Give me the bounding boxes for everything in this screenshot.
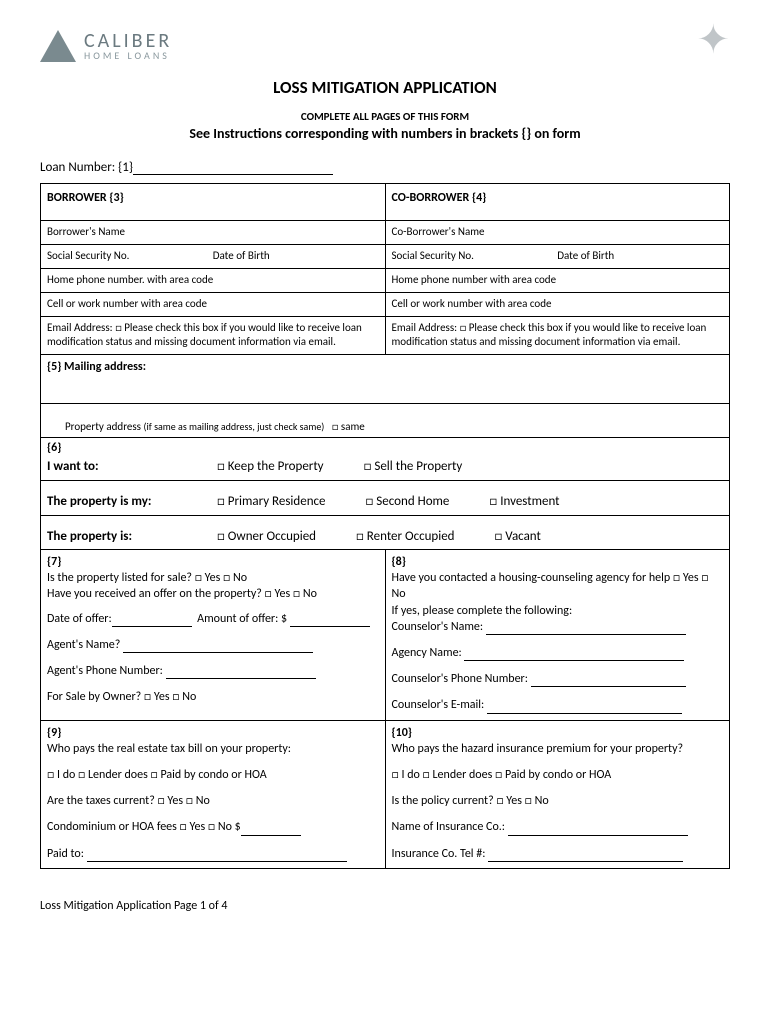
borrower-name-cell[interactable]: Borrower's Name bbox=[41, 221, 386, 245]
borrower-ssn-dob-cell[interactable]: Social Security No. Date of Birth bbox=[41, 245, 386, 269]
property-address-label: Property address (if same as mailing add… bbox=[47, 420, 365, 433]
loan-number-label: Loan Number: {1} bbox=[40, 160, 133, 175]
coborrower-cell-phone-cell[interactable]: Cell or work number with area code bbox=[385, 292, 730, 316]
section-10-num: {10} bbox=[392, 725, 724, 741]
property-my-label: The property is my: bbox=[47, 493, 177, 511]
section-9-num: {9} bbox=[47, 725, 379, 741]
if-yes-label: If yes, please complete the following: bbox=[392, 603, 724, 619]
loan-number-input-line[interactable] bbox=[133, 174, 333, 175]
is-opt-renter[interactable]: □ Renter Occupied bbox=[356, 528, 455, 546]
fsbo-line: For Sale by Owner? □ Yes □ No bbox=[47, 689, 379, 705]
agency-name-label: Agency Name: bbox=[392, 646, 462, 660]
counselor-name-label: Counselor's Name: bbox=[392, 620, 484, 634]
coborrower-email-cell[interactable]: Email Address: □ Please check this box i… bbox=[385, 316, 730, 355]
date-offer-label: Date of offer: bbox=[47, 612, 112, 626]
agent-name-label: Agent's Name? bbox=[47, 638, 120, 652]
is-opt-vacant[interactable]: □ Vacant bbox=[495, 528, 541, 546]
paid-to-label: Paid to: bbox=[47, 847, 84, 861]
form-title: LOSS MITIGATION APPLICATION bbox=[40, 77, 730, 98]
my-opt-investment[interactable]: □ Investment bbox=[489, 493, 559, 511]
q-offer: Have you received an offer on the proper… bbox=[47, 586, 379, 602]
counselor-name-input[interactable] bbox=[486, 623, 686, 635]
form-subtitle-1: COMPLETE ALL PAGES OF THIS FORM bbox=[40, 110, 730, 123]
coborrower-ssn-dob-cell[interactable]: Social Security No. Date of Birth bbox=[385, 245, 730, 269]
logo-sub-text: HOME LOANS bbox=[84, 51, 172, 61]
q-listed: Is the property listed for sale? □ Yes □… bbox=[47, 570, 379, 586]
section-6-my-row[interactable]: The property is my: □ Primary Residence … bbox=[41, 481, 730, 516]
policy-current: Is the policy current? □ Yes □ No bbox=[392, 793, 724, 809]
section-6-num: {6} bbox=[47, 440, 723, 456]
logo-main-text: CALIBER bbox=[84, 31, 172, 51]
taxes-current: Are the taxes current? □ Yes □ No bbox=[47, 793, 379, 809]
page-footer: Loss Mitigation Application Page 1 of 4 bbox=[40, 899, 730, 913]
page-header: CALIBER HOME LOANS ✦ bbox=[40, 30, 730, 62]
section-8-num: {8} bbox=[392, 554, 724, 570]
borrower-email-cell[interactable]: Email Address: □ Please check this box i… bbox=[41, 316, 386, 355]
agent-phone-label: Agent's Phone Number: bbox=[47, 664, 163, 678]
is-opt-owner[interactable]: □ Owner Occupied bbox=[217, 528, 316, 546]
dob-label-b: Date of Birth bbox=[213, 249, 379, 264]
amount-offer-label: Amount of offer: $ bbox=[197, 612, 287, 626]
tax-opts: □ I do □ Lender does □ Paid by condo or … bbox=[47, 767, 379, 783]
q-hazard: Who pays the hazard insurance premium fo… bbox=[392, 741, 724, 757]
section-5-label: {5} Mailing address: bbox=[47, 360, 146, 374]
borrower-cell-phone-cell[interactable]: Cell or work number with area code bbox=[41, 292, 386, 316]
form-subtitle-2: See Instructions corresponding with numb… bbox=[40, 125, 730, 142]
application-table: BORROWER {3} CO-BORROWER {4} Borrower's … bbox=[40, 183, 730, 869]
my-opt-primary[interactable]: □ Primary Residence bbox=[217, 493, 326, 511]
coborrower-home-phone-cell[interactable]: Home phone number with area code bbox=[385, 268, 730, 292]
amount-offer-input[interactable] bbox=[290, 615, 370, 627]
want-opt-keep[interactable]: □ Keep the Property bbox=[217, 458, 324, 476]
ins-name-label: Name of Insurance Co.: bbox=[392, 820, 506, 834]
coborrower-name-cell[interactable]: Co-Borrower's Name bbox=[385, 221, 730, 245]
logo-triangle-icon bbox=[40, 30, 76, 62]
want-to-label: I want to: bbox=[47, 458, 177, 476]
section-6-is-row[interactable]: The property is: □ Owner Occupied □ Rent… bbox=[41, 515, 730, 550]
section-9-cell[interactable]: {9} Who pays the real estate tax bill on… bbox=[41, 720, 386, 868]
property-address-cell[interactable]: Property address (if same as mailing add… bbox=[41, 404, 730, 438]
ins-tel-label: Insurance Co. Tel #: bbox=[392, 847, 486, 861]
agency-name-input[interactable] bbox=[464, 649, 684, 661]
q-tax: Who pays the real estate tax bill on you… bbox=[47, 741, 379, 757]
paid-to-input[interactable] bbox=[87, 850, 347, 862]
counselor-email-input[interactable] bbox=[487, 702, 682, 714]
agent-name-input[interactable] bbox=[123, 641, 313, 653]
property-is-label: The property is: bbox=[47, 528, 177, 546]
section-7-cell[interactable]: {7} Is the property listed for sale? □ Y… bbox=[41, 550, 386, 721]
section-6-want-row[interactable]: {6} I want to: □ Keep the Property □ Sel… bbox=[41, 438, 730, 481]
mailing-address-cell[interactable]: {5} Mailing address: bbox=[41, 355, 730, 404]
section-7-num: {7} bbox=[47, 554, 379, 570]
ssn-label-b: Social Security No. bbox=[47, 249, 213, 264]
ins-tel-input[interactable] bbox=[488, 850, 683, 862]
hoa-amount-input[interactable] bbox=[241, 824, 301, 836]
counselor-phone-label: Counselor's Phone Number: bbox=[392, 672, 528, 686]
borrower-home-phone-cell[interactable]: Home phone number. with area code bbox=[41, 268, 386, 292]
company-logo: CALIBER HOME LOANS bbox=[40, 30, 172, 62]
hazard-opts: □ I do □ Lender does □ Paid by condo or … bbox=[392, 767, 724, 783]
want-opt-sell[interactable]: □ Sell the Property bbox=[364, 458, 463, 476]
dob-label-c: Date of Birth bbox=[557, 249, 723, 264]
hoa-label: Condominium or HOA fees □ Yes □ No $ bbox=[47, 820, 241, 834]
star-decoration-icon: ✦ bbox=[696, 30, 730, 50]
section-10-cell[interactable]: {10} Who pays the hazard insurance premi… bbox=[385, 720, 730, 868]
loan-number-field: Loan Number: {1} bbox=[40, 160, 730, 175]
counselor-phone-input[interactable] bbox=[531, 675, 686, 687]
date-offer-input[interactable] bbox=[112, 615, 192, 627]
borrower-header: BORROWER {3} bbox=[41, 184, 386, 221]
coborrower-header: CO-BORROWER {4} bbox=[385, 184, 730, 221]
my-opt-second[interactable]: □ Second Home bbox=[366, 493, 450, 511]
ssn-label-c: Social Security No. bbox=[392, 249, 558, 264]
ins-name-input[interactable] bbox=[508, 824, 688, 836]
q-counsel: Have you contacted a housing-counseling … bbox=[392, 570, 724, 602]
counselor-email-label: Counselor's E-mail: bbox=[392, 698, 485, 712]
section-8-cell[interactable]: {8} Have you contacted a housing-counsel… bbox=[385, 550, 730, 721]
agent-phone-input[interactable] bbox=[166, 667, 316, 679]
